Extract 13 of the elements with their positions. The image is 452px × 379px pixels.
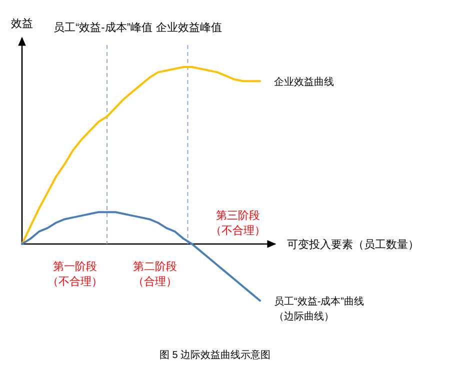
y-axis-title: 效益	[11, 18, 33, 30]
annotation: （合理）	[133, 275, 177, 288]
series-label: 企业效益曲线	[274, 76, 334, 88]
x-axis-title: 可变投入要素（员工数量）	[287, 238, 419, 251]
text: 员工“效益-成本”峰值	[54, 21, 152, 34]
text: 企业效益峰值	[156, 21, 222, 34]
annotation: （不合理）	[210, 224, 266, 237]
series-label: 员工“效益-成本”曲线（边际曲线）	[274, 296, 364, 323]
annotation: 第一阶段	[53, 261, 97, 273]
annotation: 第三阶段	[216, 210, 260, 222]
annotation: （不合理）	[48, 275, 102, 288]
annotation: 第二阶段	[133, 261, 177, 273]
text: 图 5 边际效益曲线示意图	[159, 349, 271, 361]
